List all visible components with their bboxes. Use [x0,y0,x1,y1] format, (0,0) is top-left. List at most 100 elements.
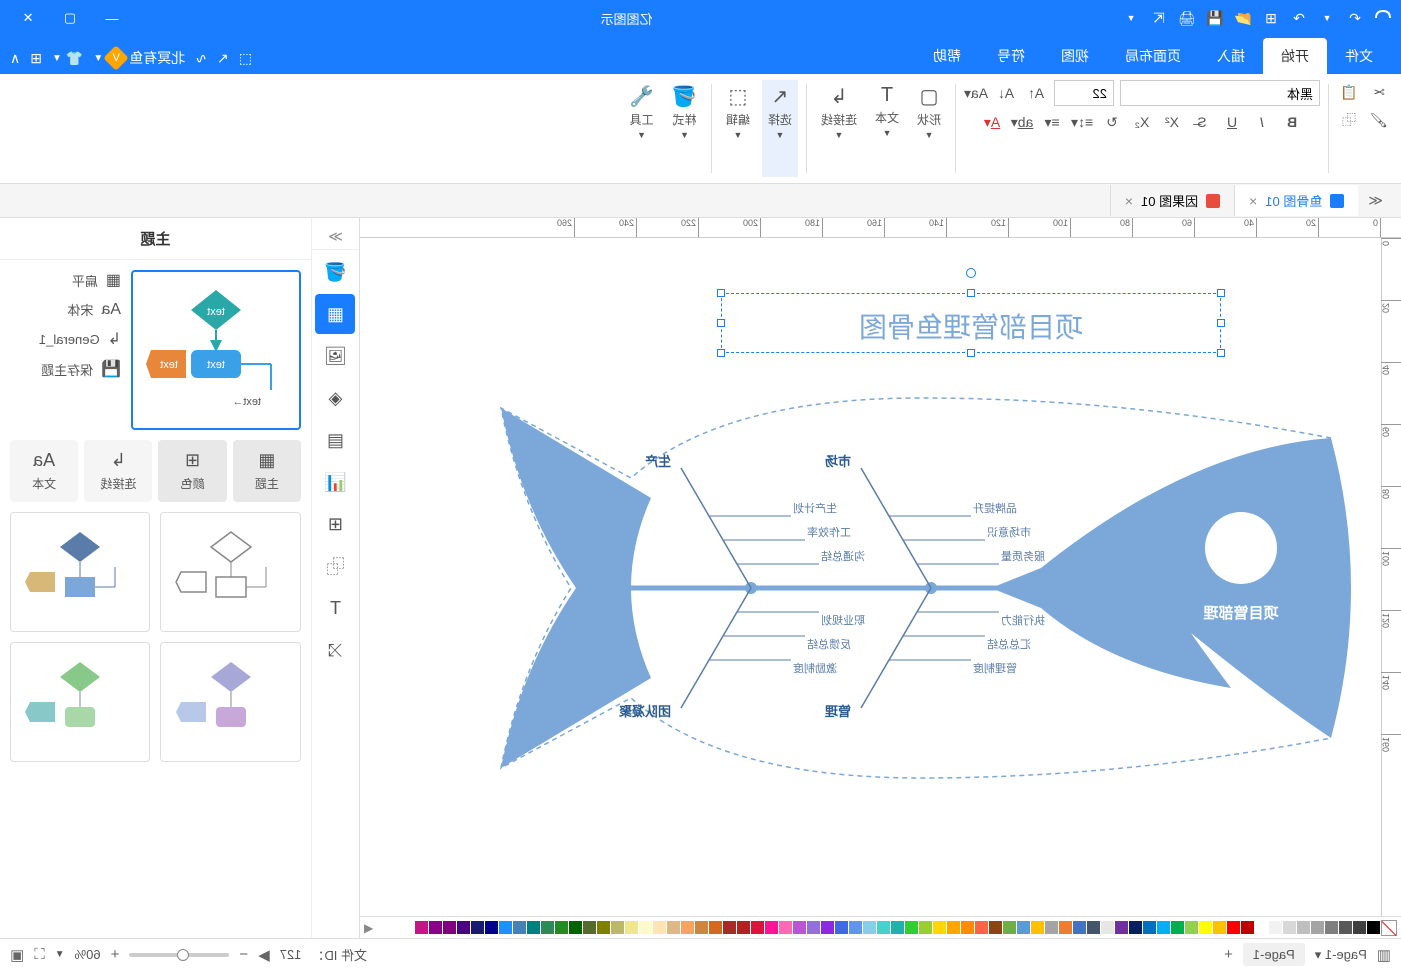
color-swatch[interactable] [527,921,540,934]
pages-list-icon[interactable]: ▥ [1377,946,1391,964]
close-icon[interactable]: × [1249,193,1257,209]
highlight-icon[interactable]: ab▾ [1010,110,1034,134]
italic-icon[interactable]: I [1250,110,1274,134]
add-page-button[interactable]: + [1224,946,1233,963]
strike-icon[interactable]: S̶ [1190,110,1214,134]
play-icon[interactable]: ▶ [258,946,270,964]
theme-preview[interactable]: text text text→ text [131,270,301,430]
color-swatch[interactable] [1269,921,1282,934]
color-swatch[interactable] [919,921,932,934]
color-swatch[interactable] [849,921,862,934]
color-swatch[interactable] [947,921,960,934]
layer-tool-icon[interactable]: ◈ [316,378,356,418]
maximize-button[interactable]: ▢ [50,4,90,32]
select-button[interactable]: ↖选择▼ [762,80,798,177]
fill-button[interactable]: 🪣样式▼ [666,80,703,177]
menu-symbol[interactable]: 符号 [979,38,1043,74]
theme-card-2[interactable] [10,512,151,632]
app-logo-icon[interactable] [1373,8,1393,28]
color-swatch[interactable] [1367,921,1380,934]
open-icon[interactable]: 📂 [1233,8,1253,28]
font-name-select[interactable] [1120,80,1320,106]
new-icon[interactable]: ⊞ [1261,8,1281,28]
resize-handle-se[interactable] [717,349,725,357]
cursor-icon[interactable]: ↖ [217,50,229,67]
theme-opt-connector[interactable]: ↳General_1 [10,329,121,349]
color-swatch[interactable] [1325,921,1338,934]
color-swatch[interactable] [1227,921,1240,934]
menu-view[interactable]: 视图 [1043,38,1107,74]
color-swatch[interactable] [429,921,442,934]
zoom-out-button[interactable]: − [239,946,248,963]
doc-tab-2[interactable]: 因果图 01 × [1110,185,1234,216]
color-swatch[interactable] [457,921,470,934]
page-tab[interactable]: Page-1 [1243,943,1305,966]
color-swatch[interactable] [1241,921,1254,934]
collapse-ribbon-icon[interactable]: ∧ [10,50,20,67]
tshirt-icon[interactable]: 👕▼ [52,50,83,67]
menu-start[interactable]: 开始 [1263,38,1327,74]
superscript-icon[interactable]: X² [1160,110,1184,134]
fit-icon[interactable]: ▣ [10,946,24,964]
color-swatch[interactable] [1087,921,1100,934]
fill-tool-icon[interactable]: 🪣 [316,252,356,292]
color-swatch[interactable] [625,921,638,934]
zoom-thumb[interactable] [177,949,189,961]
shuffle-tool-icon[interactable]: ⤨ [316,630,356,670]
image-tool-icon[interactable]: 🖼 [316,336,356,376]
quick-select-icon[interactable]: ⬚ [239,50,252,67]
font-increase-icon[interactable]: A↑ [1024,81,1048,105]
doc-tab-1[interactable]: 鱼骨图 01 × [1234,185,1358,216]
theme-card-3[interactable] [161,642,302,762]
qat-dropdown-icon[interactable]: ▼ [1121,8,1141,28]
color-swatch[interactable] [877,921,890,934]
edit-button[interactable]: ⬚编辑▼ [720,80,756,177]
color-swatch[interactable] [597,921,610,934]
font-size-select[interactable] [1054,80,1114,106]
text-tool-icon[interactable]: T [316,588,356,628]
shape-button[interactable]: ▢形状▼ [911,80,947,177]
color-swatch[interactable] [821,921,834,934]
color-swatch[interactable] [667,921,680,934]
menu-file[interactable]: 文件 [1327,38,1391,74]
color-swatch[interactable] [1157,921,1170,934]
undo-dropdown-icon[interactable]: ▼ [1317,8,1337,28]
color-swatch[interactable] [485,921,498,934]
menu-insert[interactable]: 插入 [1199,38,1263,74]
close-button[interactable]: ✕ [8,4,48,32]
color-swatch[interactable] [891,921,904,934]
user-account[interactable]: 北冥有鱼 V ▼ [93,48,185,68]
theme-tab-connector[interactable]: ↳连接线 [84,440,152,502]
resize-handle-nw[interactable] [1217,289,1225,297]
color-swatch[interactable] [709,921,722,934]
chart-tool-icon[interactable]: 📊 [316,462,356,502]
bold-icon[interactable]: B [1280,110,1304,134]
export-icon[interactable]: ⇱ [1149,8,1169,28]
print-icon[interactable]: 🖨 [1177,8,1197,28]
resize-handle-e[interactable] [717,319,725,327]
color-swatch[interactable] [1185,921,1198,934]
color-swatch[interactable] [1353,921,1366,934]
color-swatch[interactable] [765,921,778,934]
color-swatch[interactable] [961,921,974,934]
minimize-button[interactable]: — [92,4,132,32]
color-swatch[interactable] [933,921,946,934]
color-swatch[interactable] [415,921,428,934]
outline-tool-icon[interactable]: ▤ [316,420,356,460]
color-swatch[interactable] [569,921,582,934]
paste-icon[interactable]: 📋 [1337,80,1361,104]
zoom-in-button[interactable]: + [111,946,120,963]
menu-help[interactable]: 帮助 [915,38,979,74]
menu-layout[interactable]: 页面布局 [1107,38,1199,74]
color-swatch[interactable] [737,921,750,934]
color-swatch[interactable] [1115,921,1128,934]
theme-opt-flat[interactable]: ▦扁平 [10,270,121,290]
color-swatch[interactable] [639,921,652,934]
font-case-icon[interactable]: Aa▾ [964,81,988,105]
color-swatch[interactable] [1003,921,1016,934]
font-color-icon[interactable]: A▾ [980,110,1004,134]
resize-handle-n[interactable] [967,289,975,297]
table-tool-icon[interactable]: ⊞ [316,504,356,544]
color-swatch[interactable] [695,921,708,934]
close-icon[interactable]: × [1125,193,1133,209]
